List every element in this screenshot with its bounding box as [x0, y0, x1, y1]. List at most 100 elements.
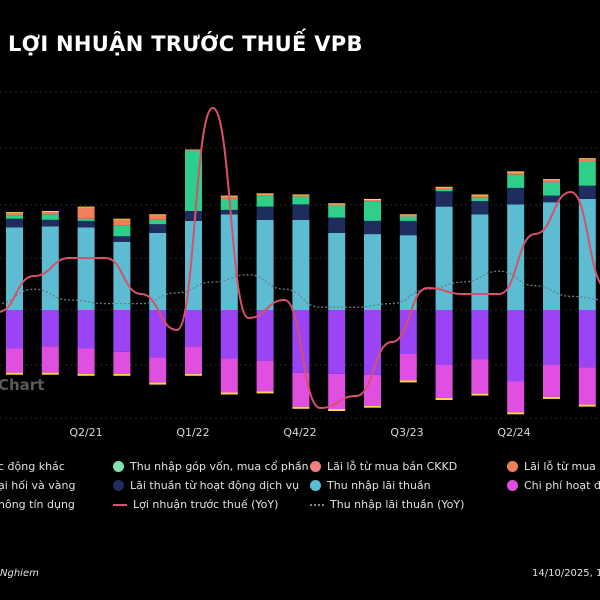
bar-segment [399, 380, 417, 383]
bar-segment [507, 204, 525, 310]
bar-segment [364, 310, 381, 375]
bar-segment [543, 179, 560, 181]
legend-dot-icon [310, 461, 321, 472]
page-title: LỢI NHUẬN TRƯỚC THUẾ VPB [8, 32, 363, 56]
bar-segment [578, 404, 596, 407]
bar-segment [77, 207, 95, 219]
bar-segment [507, 187, 525, 205]
bar-segment [507, 174, 525, 188]
bar-segment [113, 351, 131, 374]
bar-segment [292, 196, 310, 205]
legend-item: Thu nhập góp vốn, mua cổ phần [113, 460, 309, 473]
bar-segment [399, 216, 417, 221]
bar-segment [507, 412, 525, 415]
bar-segment [435, 189, 453, 192]
pbt-yoy-line [0, 106, 600, 410]
x-tick-label: Q1/22 [176, 426, 209, 439]
bar-segment [543, 365, 560, 397]
bar-segment [256, 219, 274, 310]
bar-segment [77, 227, 95, 310]
bar-segment [435, 187, 453, 189]
bar-segment [41, 346, 59, 373]
bar-segment [292, 406, 310, 409]
bar-segment [364, 234, 381, 310]
bar-segment [41, 214, 59, 220]
bar-segment [149, 382, 167, 385]
legend-dot-icon [113, 461, 124, 472]
bar-segment [292, 204, 310, 220]
bar-segment [6, 215, 23, 219]
bar-segment [399, 215, 417, 217]
bar-segment [113, 241, 131, 310]
bar-segment [328, 203, 346, 205]
chart-legend: c động khác Thu nhập góp vốn, mua cổ phầ… [0, 458, 600, 520]
legend-dot-icon [113, 480, 124, 491]
bar-segment [578, 158, 596, 160]
bar-segment [185, 373, 202, 376]
bar-segment [149, 310, 167, 358]
bar-segment [256, 193, 274, 195]
bar-segment [543, 202, 560, 310]
bar-segment [364, 198, 381, 200]
bar-segment [292, 372, 310, 407]
bar-segment [435, 365, 453, 398]
bar-segment [6, 310, 23, 349]
bar-segment [435, 206, 453, 310]
bar-segment [77, 220, 95, 228]
x-tick-label: Q3/23 [390, 426, 423, 439]
bar-segment [6, 372, 23, 375]
date-text: 14/10/2025, 1 [532, 568, 600, 579]
bar-segment [113, 310, 131, 352]
bar-segment [328, 409, 346, 411]
bar-segment [149, 357, 167, 383]
bar-segment [328, 217, 346, 233]
bar-segment [399, 235, 417, 310]
legend-dotted-line-icon [310, 503, 324, 506]
bar-segment [471, 359, 489, 394]
legend-item: hông tín dụng [0, 498, 75, 511]
legend-item: Thu nhập lãi thuần [310, 479, 431, 492]
bar-segment [256, 195, 274, 207]
source-text: Nghiem [0, 568, 39, 579]
bar-segment [149, 224, 167, 233]
bar-segment [77, 218, 95, 221]
bar-segment [399, 214, 417, 216]
bar-segment [113, 219, 131, 226]
bar-segment [41, 219, 59, 227]
bar-segment [149, 219, 167, 225]
bar-segment [256, 310, 274, 361]
legend-item: Lãi thuần từ hoạt động dịch vụ [113, 479, 299, 492]
legend-item: ại hối và vàng [0, 479, 76, 492]
bar-segment [41, 211, 59, 213]
bar-segment [471, 214, 489, 310]
bar-segment [6, 213, 23, 216]
x-tick-label: Q4/22 [283, 426, 316, 439]
bar-segment [578, 198, 596, 310]
bar-segment [328, 205, 346, 218]
x-tick-label: Q2/21 [69, 426, 102, 439]
legend-line-icon [113, 503, 127, 506]
bar-segment [185, 310, 202, 347]
bar-segment [507, 310, 525, 382]
bar-segment [113, 373, 131, 376]
bar-segment [256, 194, 274, 196]
legend-item: Lợi nhuận trước thuế (YoY) [113, 498, 278, 511]
bar-segment [399, 220, 417, 236]
bar-segment [399, 354, 417, 381]
bar-segment [113, 225, 131, 237]
bar-segment [220, 392, 238, 395]
bar-segment [364, 200, 381, 202]
bar-segment [578, 185, 596, 199]
bar-segment [507, 171, 525, 173]
bar-segment [41, 310, 59, 347]
bar-segment [256, 206, 274, 220]
bar-segment [220, 310, 238, 359]
bar-segment [543, 396, 560, 399]
bar-segment [471, 393, 489, 396]
bar-segment [578, 310, 596, 368]
bar-segment [364, 201, 381, 221]
nii-yoy-line [0, 270, 600, 308]
bar-segment [41, 212, 59, 215]
legend-dot-icon [507, 461, 518, 472]
bar-segment [471, 194, 489, 196]
